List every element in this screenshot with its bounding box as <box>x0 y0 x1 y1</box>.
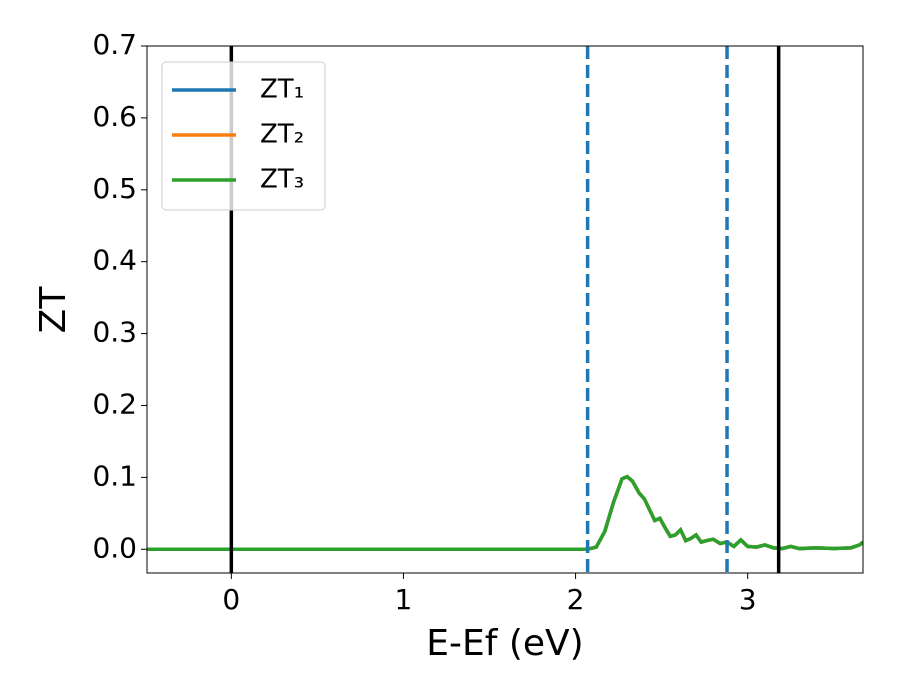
series-line <box>147 474 863 552</box>
y-tick-label: 0.6 <box>92 100 137 133</box>
y-tick-label: 0.1 <box>92 459 137 492</box>
series-line <box>147 474 863 552</box>
y-tick-label: 0.7 <box>92 28 137 61</box>
y-tick-label: 0.2 <box>92 387 137 420</box>
legend-label: ZT₃ <box>260 165 304 195</box>
x-tick-label: 1 <box>395 583 413 616</box>
y-axis-label: ZT <box>33 286 74 334</box>
y-tick-label: 0.5 <box>92 172 137 205</box>
x-tick-label: 0 <box>222 583 240 616</box>
legend-box <box>161 61 326 211</box>
series-line <box>147 474 863 552</box>
legend-label: ZT₂ <box>260 120 304 150</box>
x-axis-label: E-Ef (eV) <box>426 623 583 664</box>
legend-label: ZT₁ <box>260 75 304 105</box>
y-tick-label: 0.4 <box>92 244 137 277</box>
plot-frame <box>146 45 864 574</box>
y-tick-label: 0.3 <box>92 316 137 349</box>
x-tick-label: 2 <box>567 583 585 616</box>
y-tick-label: 0.0 <box>92 531 137 564</box>
x-tick-label: 3 <box>739 583 757 616</box>
